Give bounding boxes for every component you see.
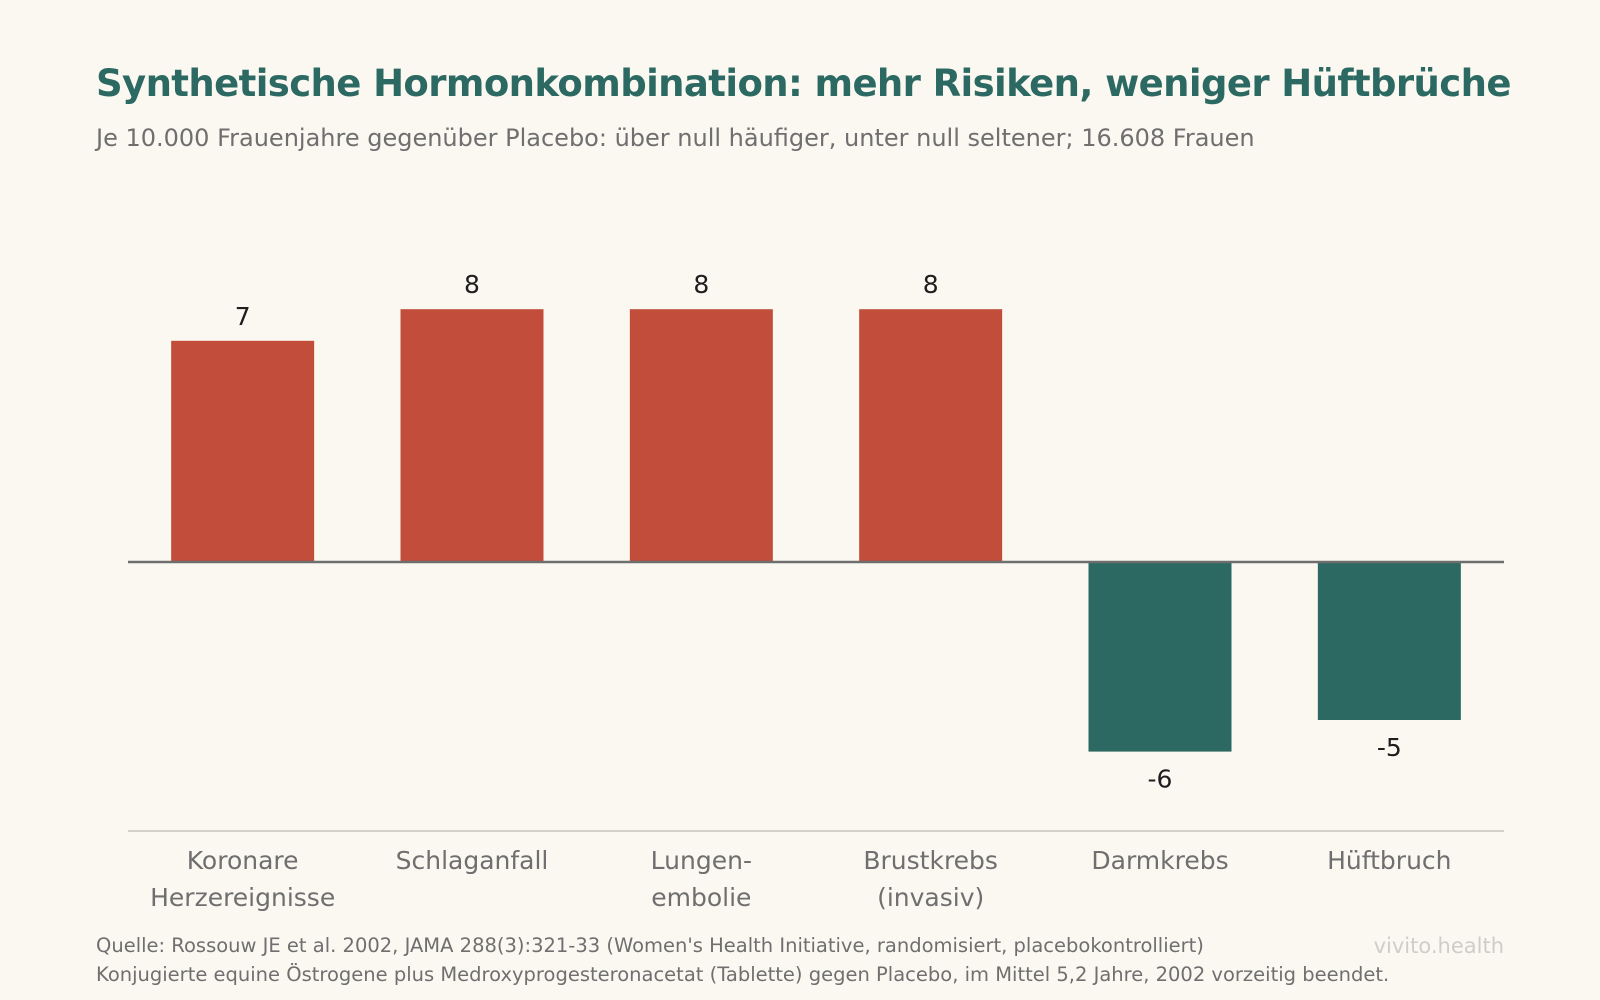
value-label-6: -5	[1377, 733, 1402, 762]
bar-2	[400, 309, 544, 562]
chart-title: Synthetische Hormonkombination: mehr Ris…	[96, 62, 1511, 105]
value-label-3: 8	[693, 270, 709, 299]
category-label-6: Hüftbruch	[1327, 846, 1451, 875]
category-label-4: Brustkrebs (invasiv)	[863, 846, 998, 912]
chart-subtitle: Je 10.000 Frauenjahre gegenüber Placebo:…	[96, 124, 1255, 152]
bar-5	[1088, 562, 1232, 752]
category-label-1: Koronare Herzereignisse	[150, 846, 335, 912]
source-note: Quelle: Rossouw JE et al. 2002, JAMA 288…	[96, 934, 1204, 957]
bar-6	[1317, 562, 1461, 720]
bar-1	[171, 340, 315, 562]
value-label-5: -6	[1148, 765, 1173, 794]
method-note: Konjugierte equine Östrogene plus Medrox…	[96, 963, 1390, 986]
brand-watermark: vivito.health	[1373, 934, 1504, 958]
bar-3	[629, 309, 773, 562]
bar-4	[859, 309, 1003, 562]
category-label-5: Darmkrebs	[1091, 846, 1228, 875]
category-label-2: Schlaganfall	[396, 846, 549, 875]
bar-chart: 7 Koronare Herzereignisse 8 Schlaganfall 8 Lun…	[128, 270, 1504, 912]
category-label-3: Lungen-embolie	[651, 846, 752, 912]
value-label-1: 7	[235, 302, 251, 331]
value-label-4: 8	[923, 270, 939, 299]
value-label-2: 8	[464, 270, 480, 299]
